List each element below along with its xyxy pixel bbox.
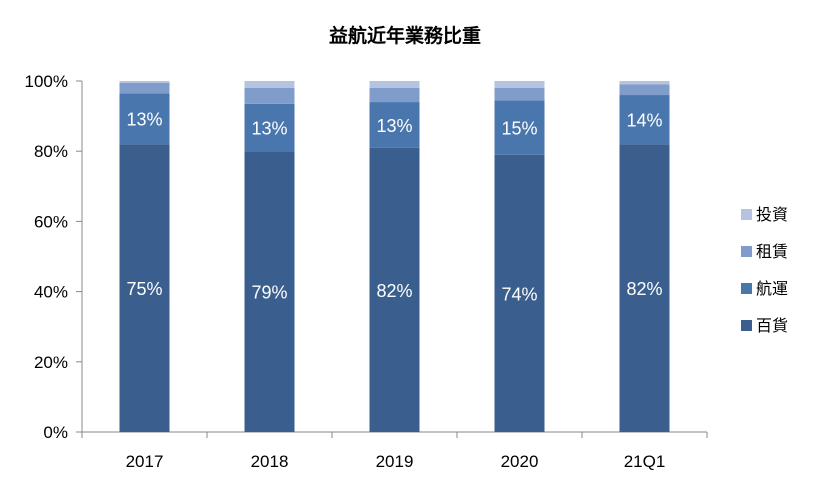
- data-label: 82%: [626, 279, 662, 299]
- y-tick-label: 0%: [43, 423, 68, 442]
- data-label: 13%: [376, 116, 412, 136]
- x-tick-label: 2020: [501, 452, 539, 471]
- bar-segment: [619, 95, 670, 145]
- data-labels: 75% 13% 79% 13% 82% 13% 74% 15% 82% 14%: [126, 110, 662, 305]
- bar-segment: [494, 100, 545, 155]
- legend-swatch: [741, 283, 752, 294]
- bar-segment: [119, 81, 170, 83]
- bar-segment: [369, 147, 420, 432]
- x-tick-label: 21Q1: [624, 452, 666, 471]
- bar-segment: [369, 81, 420, 89]
- bar-segment: [619, 81, 670, 85]
- legend-label: 航運: [756, 279, 788, 298]
- data-label: 13%: [126, 110, 162, 130]
- legend-swatch: [741, 209, 752, 220]
- x-tick-label: 2019: [376, 452, 414, 471]
- legend-label: 租賃: [756, 242, 788, 261]
- x-tick-label: 2017: [126, 452, 164, 471]
- axes: 0% 20% 40% 60% 80% 100% 2017 2018 2019 2020 21Q1: [25, 72, 708, 471]
- data-label: 75%: [126, 279, 162, 299]
- y-tick-label: 60%: [34, 212, 68, 231]
- bar-segment: [244, 81, 295, 89]
- y-tick-label: 40%: [34, 283, 68, 302]
- bar-segment: [119, 144, 170, 432]
- data-label: 74%: [501, 284, 537, 304]
- y-tick-label: 100%: [25, 72, 68, 91]
- chart-title: 益航近年業務比重: [329, 24, 481, 47]
- bar-segment: [119, 93, 170, 145]
- bar-segment: [494, 154, 545, 432]
- bar-segment: [244, 103, 295, 152]
- bar-segment: [619, 84, 670, 96]
- y-tick-label: 20%: [34, 353, 68, 372]
- y-tick-label: 80%: [34, 142, 68, 161]
- legend-swatch: [741, 320, 752, 331]
- data-label: 82%: [376, 281, 412, 301]
- data-label: 15%: [501, 119, 537, 139]
- legend-label: 投資: [756, 205, 788, 224]
- data-label: 13%: [251, 119, 287, 139]
- bar-segment: [494, 81, 545, 89]
- bar-segment: [619, 144, 670, 432]
- bar-segment: [244, 151, 295, 432]
- legend-label: 百貨: [756, 316, 788, 335]
- bar-segment: [494, 88, 545, 101]
- bar-segment: [369, 88, 420, 103]
- legend-swatch: [741, 246, 752, 257]
- bar-segment: [119, 82, 170, 94]
- bars: [119, 81, 670, 432]
- bar-segment: [369, 102, 420, 148]
- x-tick-label: 2018: [251, 452, 289, 471]
- data-label: 79%: [251, 283, 287, 303]
- bar-segment: [244, 88, 295, 104]
- data-label: 14%: [626, 111, 662, 131]
